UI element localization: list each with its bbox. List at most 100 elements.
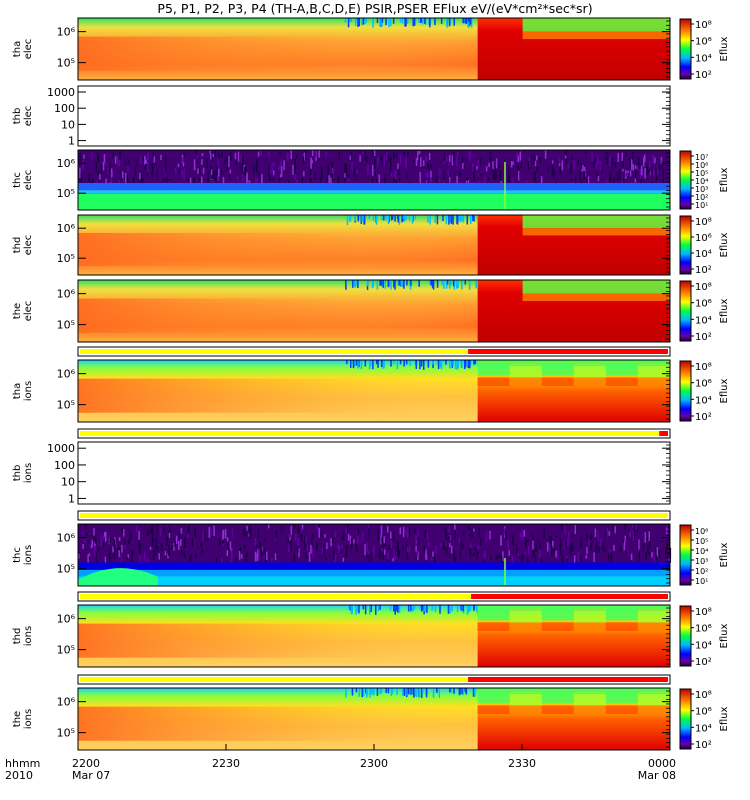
noise-mark: [271, 162, 273, 174]
noise-mark: [159, 528, 162, 536]
noise-mark: [320, 532, 323, 537]
fringe-mark: [473, 360, 475, 365]
noise-mark: [650, 171, 652, 177]
fringe-mark: [442, 215, 444, 222]
noise-mark: [399, 154, 402, 166]
noise-mark: [474, 547, 476, 551]
noise-mark: [140, 155, 142, 164]
fringe-mark: [440, 360, 443, 370]
noise-mark: [432, 551, 434, 557]
noise-mark: [79, 153, 81, 162]
mode-bar-slow: [80, 594, 472, 599]
noise-mark: [637, 166, 639, 171]
noise-mark: [566, 557, 568, 567]
noise-mark: [654, 157, 656, 164]
noise-mark: [456, 157, 458, 167]
colorbar-label: Eflux: [719, 232, 730, 257]
noise-mark: [629, 157, 631, 168]
fringe-mark: [475, 605, 478, 613]
noise-mark: [88, 173, 91, 183]
colorbar-tick-label: 10²: [695, 567, 708, 576]
noise-mark: [253, 165, 256, 174]
panel-frame: [77, 17, 671, 81]
noise-mark: [429, 163, 432, 169]
noise-mark: [218, 537, 221, 546]
energy-band: [78, 36, 478, 71]
noise-mark: [302, 156, 305, 165]
noise-mark: [622, 158, 624, 169]
noise-mark: [311, 537, 313, 548]
colorbar-tick-label: 10⁶: [695, 379, 712, 390]
noise-mark: [372, 545, 375, 557]
panel-the_ions: 10⁶ 10⁵ theions 10⁸ 10⁶ 10⁴ 10² Eflux: [12, 687, 730, 751]
fringe-mark: [362, 688, 365, 697]
noise-mark: [469, 546, 472, 557]
noise-mark: [331, 162, 333, 168]
noise-mark: [87, 554, 89, 564]
y-axis-label: thaelec: [12, 39, 34, 60]
fringe-mark: [405, 18, 407, 27]
noise-mark: [496, 557, 499, 566]
noise-mark: [398, 178, 401, 183]
noise-mark: [124, 161, 127, 165]
fringe-mark: [457, 280, 459, 289]
fringe-mark: [464, 688, 467, 693]
fringe-mark: [358, 688, 360, 697]
fringe-mark: [345, 280, 347, 290]
noise-mark: [640, 179, 642, 186]
fringe-mark: [365, 688, 368, 698]
noise-mark: [473, 167, 475, 177]
noise-mark: [265, 549, 267, 556]
mode-bar-slow: [80, 431, 660, 436]
noise-mark: [565, 150, 567, 159]
noise-mark: [242, 529, 245, 534]
noise-mark: [571, 534, 574, 538]
fringe-mark: [368, 360, 371, 370]
step-block: [477, 377, 510, 387]
noise-mark: [304, 540, 307, 550]
noise-mark: [573, 555, 576, 563]
fringe-mark: [467, 18, 470, 23]
noise-mark: [527, 161, 530, 171]
noise-mark: [447, 163, 450, 167]
noise-mark: [383, 525, 385, 531]
noise-mark: [202, 530, 205, 541]
noise-mark: [655, 173, 658, 181]
noise-mark: [123, 540, 126, 546]
noise-mark: [365, 155, 368, 163]
noise-mark: [254, 538, 257, 547]
colorbar-tick-label: 10⁸: [695, 217, 712, 228]
noise-mark: [622, 166, 624, 172]
noise-mark: [386, 151, 388, 160]
noise-mark: [379, 549, 381, 559]
noise-mark: [469, 150, 472, 162]
noise-mark: [367, 175, 369, 179]
step-block: [637, 366, 670, 379]
fringe-mark: [364, 605, 367, 615]
panel-frame: [77, 279, 671, 343]
noise-mark: [627, 173, 630, 178]
noise-mark: [405, 157, 407, 169]
noise-mark: [445, 532, 448, 540]
noise-mark: [381, 547, 383, 552]
step-block: [541, 377, 574, 387]
x-tick-label: 2300: [360, 757, 388, 770]
noise-mark: [484, 176, 486, 187]
fringe-mark: [346, 215, 349, 225]
noise-mark: [191, 538, 194, 547]
noise-mark: [377, 156, 379, 168]
fringe-mark: [380, 280, 383, 286]
fringe-mark: [439, 360, 442, 368]
noise-mark: [218, 152, 220, 159]
noise-mark: [577, 551, 580, 563]
noise-mark: [607, 151, 609, 159]
noise-mark: [472, 528, 475, 532]
noise-mark: [332, 168, 334, 178]
panel-thb_ions: 1000 100 10 1 thbions: [12, 441, 671, 521]
noise-mark: [151, 525, 154, 536]
step-block: [477, 705, 510, 715]
noise-mark: [131, 555, 133, 565]
noise-mark: [317, 527, 320, 532]
noise-mark: [356, 169, 358, 174]
fringe-mark: [375, 215, 378, 225]
